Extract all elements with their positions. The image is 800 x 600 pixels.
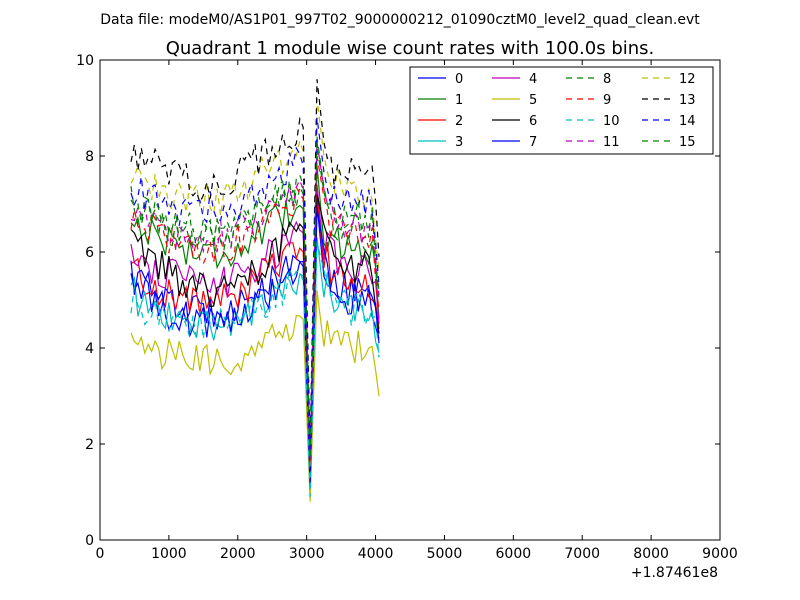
series-line-12 <box>130 98 380 454</box>
x-tick-label: 6000 <box>496 546 532 562</box>
chart-title: Quadrant 1 module wise count rates with … <box>166 38 655 59</box>
series-line-11 <box>130 141 380 459</box>
legend-label-10: 10 <box>603 114 620 129</box>
series-line-5 <box>130 290 380 502</box>
y-tick-label: 6 <box>85 245 94 261</box>
legend-label-11: 11 <box>603 135 620 150</box>
legend-label-0: 0 <box>455 72 463 87</box>
x-axis: 0 1000 2000 3000 4000 5000 6000 7000 8000 9000 <box>96 60 738 562</box>
legend-label-6: 6 <box>529 114 537 129</box>
series-line-3 <box>130 237 380 493</box>
x-tick-label: 7000 <box>564 546 600 562</box>
x-tick-label: 9000 <box>702 546 738 562</box>
x-tick-label: 4000 <box>358 546 394 562</box>
x-tick-label: 5000 <box>427 546 463 562</box>
x-tick-label: 0 <box>96 546 105 562</box>
legend-label-14: 14 <box>679 114 696 129</box>
series-line-1 <box>130 165 380 469</box>
series-line-15 <box>130 136 380 459</box>
y-tick-label: 10 <box>76 53 94 69</box>
series-line-14 <box>130 117 380 454</box>
series-line-6 <box>130 194 380 464</box>
y-tick-label: 2 <box>85 437 94 453</box>
x-tick-label: 8000 <box>633 546 669 562</box>
y-tick-label: 0 <box>85 533 94 549</box>
series-line-8 <box>130 146 380 464</box>
x-offset-label: +1.87461e8 <box>631 565 718 581</box>
figure-suptitle: Data file: modeM0/AS1P01_997T02_90000002… <box>100 12 700 28</box>
series-line-10 <box>130 242 380 497</box>
legend-label-5: 5 <box>529 93 537 108</box>
x-tick-label: 1000 <box>151 546 187 562</box>
legend-label-2: 2 <box>455 114 463 129</box>
series-line-9 <box>130 155 380 469</box>
legend-frame <box>409 66 714 155</box>
series-layer <box>130 79 380 502</box>
plot-frame <box>99 59 721 541</box>
legend-label-1: 1 <box>455 93 463 108</box>
legend-label-13: 13 <box>679 93 696 108</box>
y-tick-label: 8 <box>85 149 94 165</box>
legend-label-9: 9 <box>603 93 611 108</box>
legend-label-15: 15 <box>679 135 696 150</box>
legend-label-4: 4 <box>529 72 537 87</box>
legend-label-8: 8 <box>603 72 611 87</box>
x-tick-label: 3000 <box>289 546 325 562</box>
legend-label-12: 12 <box>679 72 696 87</box>
legend-label-7: 7 <box>529 135 537 150</box>
series-line-0 <box>130 203 380 483</box>
y-tick-label: 4 <box>85 341 94 357</box>
legend-label-3: 3 <box>455 135 463 150</box>
series-line-13 <box>130 79 380 449</box>
x-tick-label: 2000 <box>220 546 256 562</box>
